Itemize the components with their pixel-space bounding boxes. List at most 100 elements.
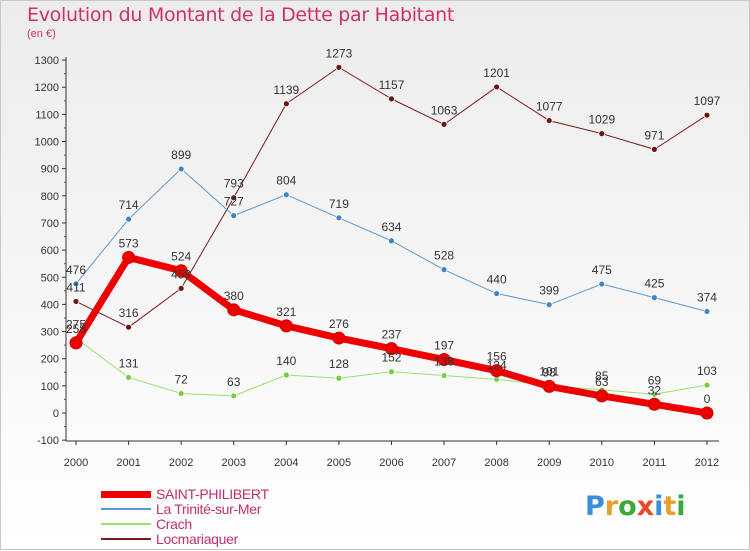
data-label-locmariaquer: 1273 [326,46,353,60]
data-label-crach: 128 [329,357,349,371]
data-label-saint-philibert: 573 [119,236,139,250]
y-tick-label: 800 [41,191,59,203]
data-point-la-trinit-sur-mer [493,290,501,297]
data-label-la-trinit-sur-mer: 634 [381,220,401,234]
data-label-la-trinit-sur-mer: 714 [119,198,139,212]
data-label-saint-philibert: 98 [543,365,557,379]
y-tick-label: 900 [41,164,59,176]
data-point-saint-philibert [332,331,346,345]
data-label-la-trinit-sur-mer: 804 [276,174,296,188]
data-point-la-trinit-sur-mer [230,212,238,220]
legend-label-la-trinite-sur-mer: La Trinité-sur-Mer [156,501,262,517]
data-point-saint-philibert [279,319,293,333]
data-point-saint-philibert [595,389,609,403]
data-point-la-trinit-sur-mer [598,280,606,288]
data-point-crach [282,371,290,379]
data-point-crach [388,368,395,376]
data-point-locmariaquer [282,100,290,108]
data-point-la-trinit-sur-mer [125,215,132,223]
x-tick-label: 2005 [327,457,351,469]
legend-swatch-crach [101,523,151,525]
y-tick-label: 1000 [35,137,59,149]
x-tick-label: 2002 [169,457,193,469]
data-point-locmariaquer [177,284,185,292]
data-label-la-trinit-sur-mer: 425 [644,277,664,291]
data-point-locmariaquer [388,95,395,103]
data-point-saint-philibert [437,353,451,367]
data-label-crach: 275 [66,317,86,331]
data-label-crach: 72 [174,372,188,386]
data-point-la-trinit-sur-mer [545,301,553,309]
data-label-saint-philibert: 258 [66,322,86,336]
data-label-saint-philibert: 321 [276,305,296,319]
data-point-crach [493,375,501,383]
data-point-crach [703,381,711,389]
data-point-saint-philibert [384,342,398,356]
data-point-crach [440,372,448,379]
data-label-saint-philibert: 237 [381,328,401,342]
data-point-crach [230,392,238,400]
data-label-saint-philibert: 63 [595,375,609,389]
data-label-saint-philibert: 276 [329,317,349,331]
data-point-locmariaquer [230,194,238,202]
data-point-crach [650,390,658,398]
data-label-crach: 101 [539,365,559,379]
data-label-saint-philibert: 524 [171,250,191,264]
data-point-saint-philibert [542,379,556,393]
data-point-locmariaquer [493,83,501,91]
data-point-la-trinit-sur-mer [72,280,80,288]
data-label-locmariaquer: 1063 [431,103,458,117]
data-label-crach: 138 [434,355,454,369]
series-line-locmariaquer [75,66,708,328]
data-point-saint-philibert [490,364,504,378]
y-tick-label: 0 [53,408,59,420]
data-label-saint-philibert: 380 [224,289,244,303]
data-point-la-trinit-sur-mer [440,266,448,274]
x-tick-label: 2004 [274,457,298,469]
data-point-la-trinit-sur-mer [650,294,658,302]
y-tick-label: 600 [41,245,59,257]
data-label-locmariaquer: 1139 [273,83,299,97]
x-tick-label: 2000 [64,457,88,469]
data-label-crach: 69 [648,373,662,387]
y-tick-label: 400 [41,299,59,311]
data-point-crach [177,390,185,397]
data-point-saint-philibert [647,397,661,411]
data-point-la-trinit-sur-mer [177,165,185,173]
y-tick-label: 500 [41,272,59,284]
data-label-layer: 411 316 459 793 1139 1273 1157 1063 1201 1077 1029… [66,46,721,406]
x-tick-label: 2001 [116,457,140,469]
y-tick-label: 200 [41,354,59,366]
data-point-la-trinit-sur-mer [282,191,290,199]
data-label-crach: 131 [119,356,139,370]
chart-unit-label: (en €) [27,28,56,40]
data-point-crach [335,374,343,382]
data-label-la-trinit-sur-mer: 727 [224,195,244,209]
logo-letter: x [636,491,655,522]
data-label-crach: 103 [697,364,717,378]
data-point-locmariaquer [650,145,658,153]
data-label-crach: 140 [276,354,296,368]
data-point-saint-philibert [700,406,714,420]
data-point-saint-philibert [174,264,188,278]
data-point-la-trinit-sur-mer [388,237,395,245]
data-label-locmariaquer: 1029 [588,113,615,127]
data-point-saint-philibert [227,303,241,317]
x-tick-label: 2012 [695,457,719,469]
data-point-locmariaquer [545,117,553,124]
data-label-la-trinit-sur-mer: 899 [171,148,191,162]
logo-letter: i [654,491,664,522]
y-tick-label: -100 [37,435,59,447]
data-label-saint-philibert: 32 [648,383,662,397]
logo-letter: o [618,491,637,522]
data-label-la-trinit-sur-mer: 374 [697,290,717,304]
y-tick-label: 300 [41,327,59,339]
x-tick-label: 2008 [484,457,508,469]
x-tick-label: 2006 [379,457,403,469]
data-point-locmariaquer [703,111,711,119]
data-point-locmariaquer [598,130,606,138]
y-tick-label: 100 [41,381,59,393]
y-tick-label: 1100 [35,109,59,121]
logo-letter: i [676,491,686,522]
